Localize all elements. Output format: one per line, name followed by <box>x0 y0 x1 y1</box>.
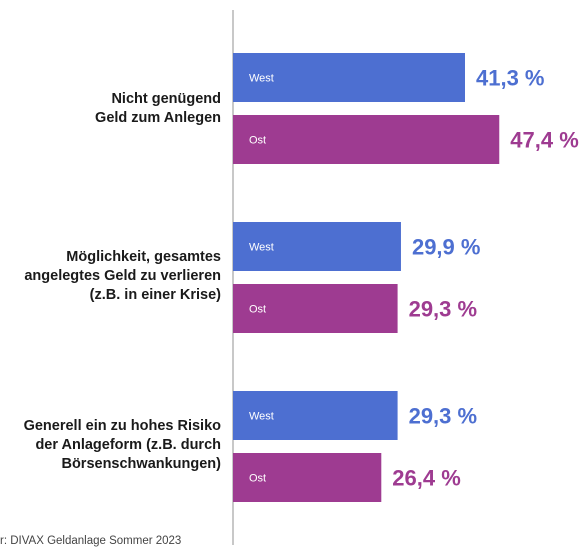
bar-series-label-west-2: West <box>249 242 274 254</box>
bar-west-1 <box>233 53 465 102</box>
category-label-2-line-1: Möglichkeit, gesamtes <box>66 249 221 265</box>
value-label-ost-1: 47,4 % <box>510 128 579 153</box>
value-label-west-2: 29,9 % <box>412 235 481 260</box>
bars-group: West 41,3 % West 29,9 % West 29,3 % Ost 47,4 % O… <box>233 53 579 502</box>
bar-ost-3 <box>233 453 382 502</box>
value-label-ost-2: 29,3 % <box>409 297 478 322</box>
category-label-3-line-2: der Anlageform (z.B. durch <box>35 437 221 453</box>
category-label-3-line-3: Börsenschwankungen) <box>61 456 221 472</box>
category-label-3-line-1: Generell ein zu hohes Risiko <box>23 418 221 434</box>
category-label-2-line-3: (z.B. in einer Krise) <box>89 287 221 303</box>
bar-ost-1 <box>233 115 500 164</box>
source-note: r: DIVAX Geldanlage Sommer 2023 <box>0 535 182 547</box>
value-label-west-3: 29,3 % <box>409 404 478 429</box>
bar-west-3 <box>233 391 398 440</box>
value-label-west-1: 41,3 % <box>476 66 545 91</box>
category-label-1-line-2: Geld zum Anlegen <box>95 110 221 126</box>
bar-series-label-ost-2: Ost <box>249 304 266 316</box>
value-label-ost-3: 26,4 % <box>392 466 461 491</box>
bar-series-label-ost-3: Ost <box>249 473 266 485</box>
bar-ost-2 <box>233 284 398 333</box>
category-label-3: Generell ein zu hohes Risiko der Anlagef… <box>0 417 221 474</box>
category-label-1-line-1: Nicht genügend <box>111 91 221 107</box>
category-label-2: Möglichkeit, gesamtes angelegtes Geld zu… <box>0 248 221 305</box>
bar-series-label-ost-1: Ost <box>249 135 266 147</box>
bar-west-2 <box>233 222 401 271</box>
bar-series-label-west-1: West <box>249 73 274 85</box>
bar-series-label-west-3: West <box>249 411 274 423</box>
category-label-2-line-2: angelegtes Geld zu verlieren <box>24 268 221 284</box>
category-label-1: Nicht genügend Geld zum Anlegen <box>0 90 221 128</box>
